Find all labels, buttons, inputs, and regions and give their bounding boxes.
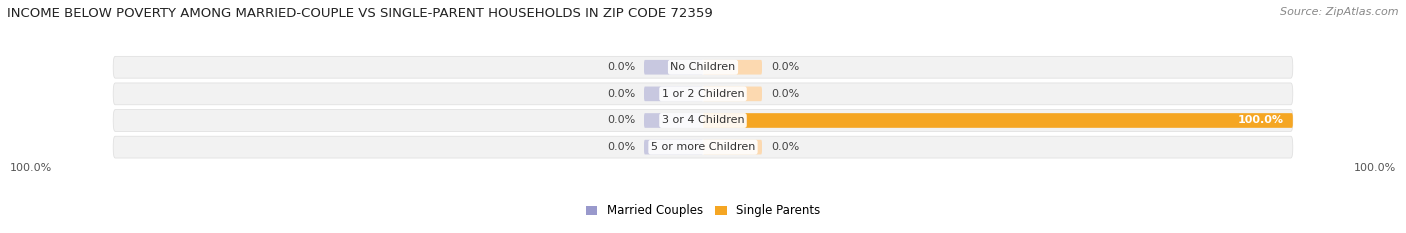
Text: 0.0%: 0.0% bbox=[607, 89, 636, 99]
FancyBboxPatch shape bbox=[114, 56, 1292, 78]
FancyBboxPatch shape bbox=[703, 113, 1292, 128]
Text: 0.0%: 0.0% bbox=[770, 62, 799, 72]
Legend: Married Couples, Single Parents: Married Couples, Single Parents bbox=[581, 200, 825, 222]
Text: 100.0%: 100.0% bbox=[10, 163, 52, 173]
Text: No Children: No Children bbox=[671, 62, 735, 72]
FancyBboxPatch shape bbox=[703, 140, 762, 154]
Text: 3 or 4 Children: 3 or 4 Children bbox=[662, 116, 744, 126]
Text: 5 or more Children: 5 or more Children bbox=[651, 142, 755, 152]
FancyBboxPatch shape bbox=[703, 60, 762, 75]
FancyBboxPatch shape bbox=[703, 86, 762, 101]
FancyBboxPatch shape bbox=[644, 86, 703, 101]
Text: 0.0%: 0.0% bbox=[607, 62, 636, 72]
Text: INCOME BELOW POVERTY AMONG MARRIED-COUPLE VS SINGLE-PARENT HOUSEHOLDS IN ZIP COD: INCOME BELOW POVERTY AMONG MARRIED-COUPL… bbox=[7, 7, 713, 20]
FancyBboxPatch shape bbox=[114, 110, 1292, 131]
Text: 0.0%: 0.0% bbox=[607, 116, 636, 126]
Text: 100.0%: 100.0% bbox=[1354, 163, 1396, 173]
FancyBboxPatch shape bbox=[114, 83, 1292, 105]
Text: 1 or 2 Children: 1 or 2 Children bbox=[662, 89, 744, 99]
Text: Source: ZipAtlas.com: Source: ZipAtlas.com bbox=[1281, 7, 1399, 17]
Text: 0.0%: 0.0% bbox=[770, 89, 799, 99]
Text: 100.0%: 100.0% bbox=[1237, 116, 1284, 126]
FancyBboxPatch shape bbox=[644, 113, 703, 128]
Text: 0.0%: 0.0% bbox=[607, 142, 636, 152]
FancyBboxPatch shape bbox=[114, 136, 1292, 158]
FancyBboxPatch shape bbox=[644, 140, 703, 154]
FancyBboxPatch shape bbox=[644, 60, 703, 75]
Text: 0.0%: 0.0% bbox=[770, 142, 799, 152]
